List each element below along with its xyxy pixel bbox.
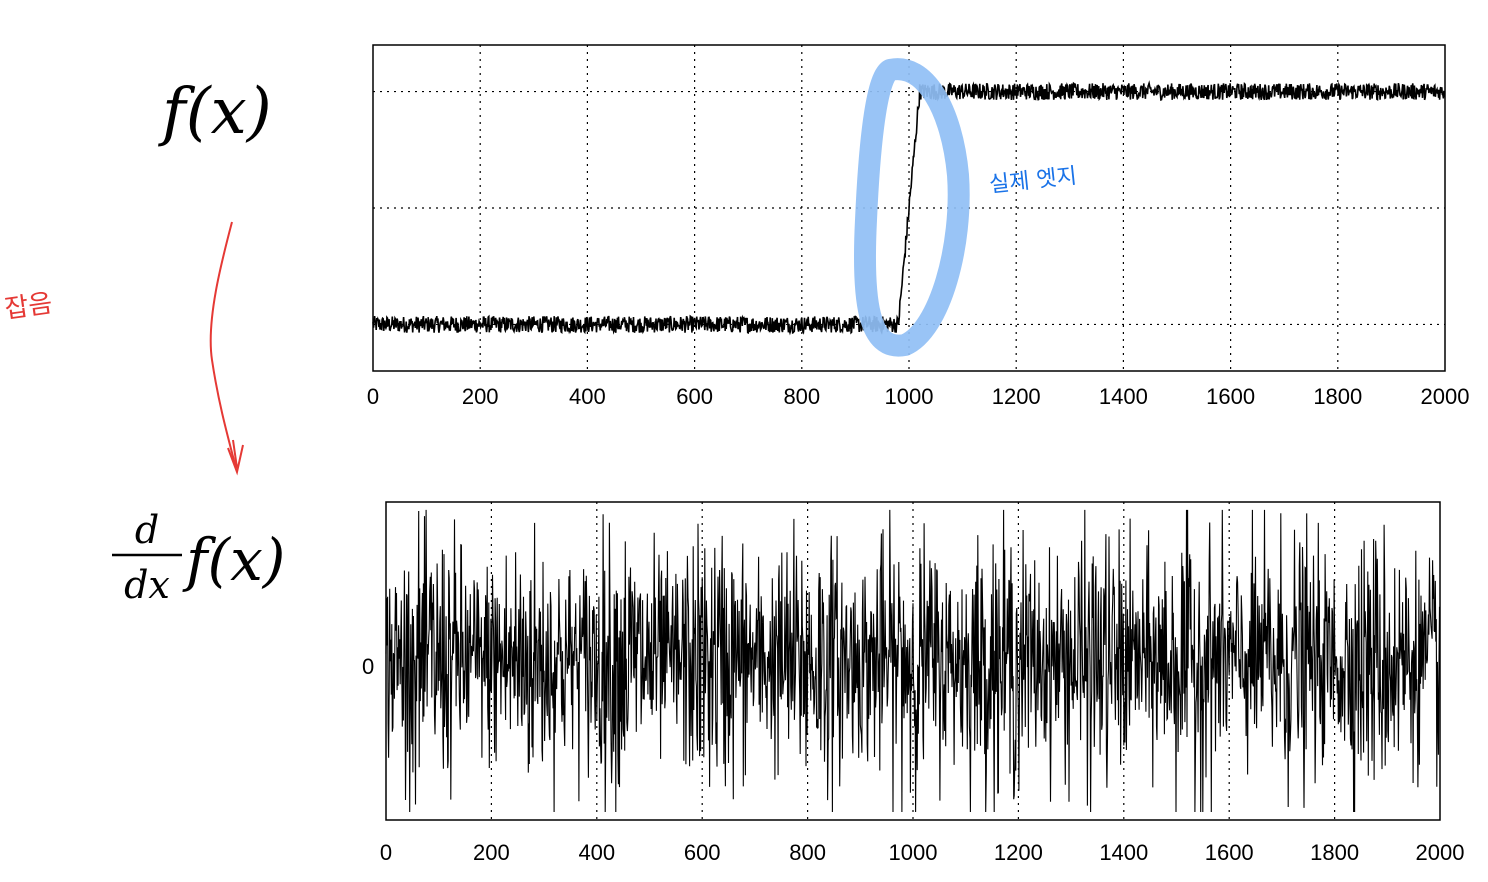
edge-annotation: 실제 엣지 bbox=[988, 164, 1078, 198]
derivative-numerator: d bbox=[135, 508, 159, 552]
top-x-ticks: 0 200 400 600 800 1000 1200 1400 1600 1800 2000 bbox=[367, 384, 1470, 409]
bottom-xtick-1000: 1000 bbox=[889, 840, 938, 865]
bottom-xtick-2000: 2000 bbox=[1416, 840, 1465, 865]
noise-annotation: 잡음 bbox=[3, 289, 55, 325]
bottom-xtick-1400: 1400 bbox=[1099, 840, 1148, 865]
top-xtick-1800: 1800 bbox=[1313, 384, 1362, 409]
bottom-x-ticks: 0 200 400 600 800 1000 1200 1400 1600 1800 2000 bbox=[380, 840, 1465, 865]
derivative-fx: f(x) bbox=[182, 526, 285, 594]
bottom-xtick-600: 600 bbox=[684, 840, 721, 865]
top-chart: 0 200 400 600 800 1000 1200 1400 1600 1800 2000 bbox=[367, 44, 1470, 409]
top-axes-frame bbox=[372, 44, 1446, 372]
bottom-xtick-1200: 1200 bbox=[994, 840, 1043, 865]
top-xtick-200: 200 bbox=[462, 384, 499, 409]
top-xtick-1400: 1400 bbox=[1099, 384, 1148, 409]
red-arrow-head bbox=[227, 439, 244, 476]
bottom-xtick-400: 400 bbox=[578, 840, 615, 865]
bottom-y-tick-0: 0 bbox=[362, 654, 374, 679]
bottom-xtick-1800: 1800 bbox=[1310, 840, 1359, 865]
top-xtick-2000: 2000 bbox=[1421, 384, 1470, 409]
bottom-xtick-800: 800 bbox=[789, 840, 826, 865]
bottom-xtick-1600: 1600 bbox=[1205, 840, 1254, 865]
edge-circle-highlight bbox=[853, 58, 970, 357]
bottom-xtick-200: 200 bbox=[473, 840, 510, 865]
top-xtick-800: 800 bbox=[783, 384, 820, 409]
top-signal-line bbox=[372, 80, 1446, 336]
top-xtick-1200: 1200 bbox=[992, 384, 1041, 409]
derivative-denominator: dx bbox=[124, 563, 170, 607]
top-xtick-0: 0 bbox=[367, 384, 379, 409]
bottom-derivative-line bbox=[385, 509, 1441, 813]
red-arrow-shaft bbox=[209, 221, 237, 469]
noise-arrow bbox=[209, 221, 244, 476]
edge-highlight bbox=[853, 58, 970, 357]
top-xtick-400: 400 bbox=[569, 384, 606, 409]
top-xtick-1000: 1000 bbox=[885, 384, 934, 409]
top-xtick-1600: 1600 bbox=[1206, 384, 1255, 409]
bottom-chart: 0 200 400 600 800 1000 1200 1400 1600 1800 2000 0 bbox=[362, 501, 1465, 865]
bottom-xtick-0: 0 bbox=[380, 840, 392, 865]
bottom-axes-frame bbox=[385, 501, 1441, 821]
top-xtick-600: 600 bbox=[676, 384, 713, 409]
derivative-label: d dx f(x) bbox=[112, 508, 285, 607]
fx-label: f(x) bbox=[158, 75, 272, 149]
